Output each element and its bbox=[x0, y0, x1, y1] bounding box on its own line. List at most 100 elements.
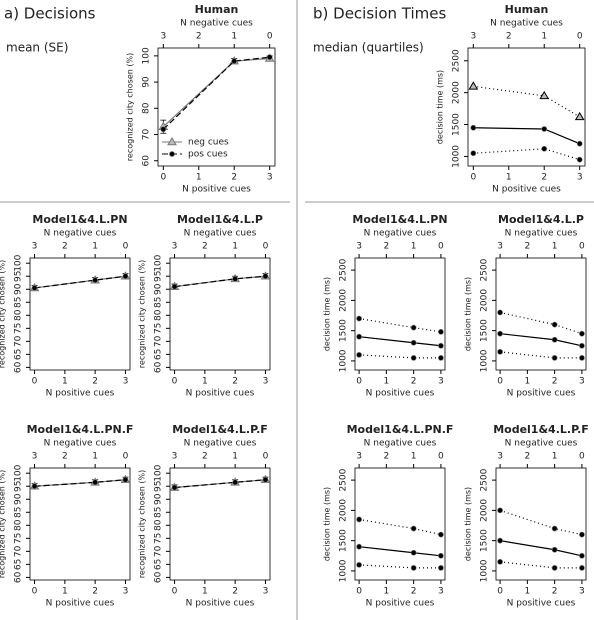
x2-tick-label: 0 bbox=[579, 242, 585, 252]
x2-tick-label: 2 bbox=[202, 452, 208, 462]
x2-tick-label: 0 bbox=[123, 452, 129, 462]
y-tick-label: 85 bbox=[14, 507, 24, 518]
chart-title: Human bbox=[195, 3, 239, 16]
series-line bbox=[359, 336, 441, 347]
y-tick-label: 70 bbox=[142, 129, 152, 141]
marker bbox=[232, 275, 239, 282]
x-tick-label: 2 bbox=[231, 173, 237, 183]
marker bbox=[468, 81, 479, 90]
marker bbox=[438, 354, 444, 361]
series-line bbox=[499, 540, 583, 557]
x-axis-label: N positive cues bbox=[492, 185, 561, 195]
x2-tick-label: 0 bbox=[438, 242, 444, 252]
x-axis-label: N positive cues bbox=[507, 599, 576, 609]
y-axis-label: decision time (ms) bbox=[323, 277, 332, 351]
y-axis-label: recognized city chosen (%) bbox=[0, 470, 7, 578]
marker bbox=[262, 273, 269, 280]
x2-tick-label: 3 bbox=[172, 452, 178, 462]
marker bbox=[438, 328, 444, 335]
marker bbox=[579, 354, 585, 361]
plot-frame bbox=[495, 467, 587, 581]
x2-tick-label: 2 bbox=[196, 32, 202, 42]
y-tick-label: 65 bbox=[154, 559, 164, 570]
x2-tick-label: 1 bbox=[541, 32, 547, 42]
marker bbox=[410, 324, 417, 331]
y-tick-label: 95 bbox=[154, 271, 164, 282]
y-tick-label: 2000 bbox=[452, 81, 462, 104]
x-axis-label: N positive cues bbox=[186, 599, 255, 609]
marker bbox=[438, 564, 444, 571]
chart-title: Human bbox=[505, 3, 549, 16]
x2-tick-label: 3 bbox=[160, 32, 166, 42]
series-line bbox=[162, 56, 270, 130]
marker bbox=[497, 348, 503, 355]
x2-axis-label: N negative cues bbox=[490, 19, 563, 29]
series-line bbox=[34, 479, 126, 487]
x2-tick-label: 1 bbox=[231, 32, 237, 42]
x2-tick-label: 3 bbox=[172, 242, 178, 252]
marker bbox=[356, 333, 362, 340]
x-axis-label: N positive cues bbox=[182, 185, 251, 195]
y-tick-label: 1500 bbox=[452, 113, 462, 136]
series-line bbox=[473, 127, 580, 145]
y-tick-label: 100 bbox=[14, 254, 24, 271]
marker bbox=[167, 137, 177, 146]
marker bbox=[551, 336, 558, 343]
x2-axis-label: N negative cues bbox=[505, 439, 578, 449]
y-tick-label: 65 bbox=[154, 349, 164, 360]
y-axis-label: recognized city chosen (%) bbox=[138, 260, 147, 368]
marker bbox=[579, 564, 585, 571]
x2-tick-label: 2 bbox=[62, 242, 68, 252]
series-line bbox=[162, 57, 270, 128]
marker bbox=[551, 321, 558, 328]
panel-label: a) Decisions bbox=[4, 5, 96, 23]
marker bbox=[579, 342, 585, 349]
x-axis-label: N positive cues bbox=[366, 389, 435, 399]
x2-tick-label: 3 bbox=[356, 452, 362, 462]
marker bbox=[171, 484, 178, 491]
y-tick-label: 65 bbox=[14, 349, 24, 360]
x2-axis-label: N negative cues bbox=[180, 19, 253, 29]
series-line bbox=[359, 354, 441, 359]
y-tick-label: 70 bbox=[14, 545, 24, 557]
plot-frame bbox=[29, 467, 131, 581]
x-tick-label: 3 bbox=[577, 173, 583, 183]
y-tick-label: 75 bbox=[14, 323, 24, 334]
y-tick-label: 1500 bbox=[480, 319, 490, 342]
marker bbox=[356, 543, 362, 550]
x-tick-label: 3 bbox=[438, 587, 444, 597]
y-tick-label: 70 bbox=[154, 545, 164, 557]
x-tick-label: 3 bbox=[267, 173, 273, 183]
chart-title: Model1&4.L.PN.F bbox=[27, 423, 134, 436]
y-tick-label: 1000 bbox=[339, 559, 349, 582]
marker bbox=[171, 283, 178, 290]
series-line bbox=[473, 85, 580, 118]
y-tick-label: 70 bbox=[14, 335, 24, 347]
y-tick-label: 1000 bbox=[339, 349, 349, 372]
marker bbox=[497, 309, 503, 316]
x2-tick-label: 3 bbox=[497, 242, 503, 252]
y-tick-label: 1000 bbox=[480, 349, 490, 372]
y-tick-label: 60 bbox=[14, 361, 24, 373]
y-tick-label: 2000 bbox=[339, 289, 349, 312]
plot-frame bbox=[495, 257, 587, 371]
x2-tick-label: 3 bbox=[32, 242, 38, 252]
marker bbox=[356, 516, 362, 523]
marker bbox=[122, 273, 129, 280]
x-tick-label: 0 bbox=[497, 587, 503, 597]
x-tick-label: 1 bbox=[524, 587, 530, 597]
marker bbox=[438, 552, 444, 559]
x2-tick-label: 3 bbox=[497, 452, 503, 462]
y-tick-label: 70 bbox=[154, 335, 164, 347]
x2-tick-label: 3 bbox=[356, 242, 362, 252]
x-tick-label: 2 bbox=[232, 377, 238, 387]
y-tick-label: 85 bbox=[154, 297, 164, 308]
marker bbox=[497, 507, 503, 514]
y-tick-label: 100 bbox=[14, 464, 24, 481]
x2-tick-label: 2 bbox=[383, 452, 389, 462]
y-axis-label: decision time (ms) bbox=[464, 277, 473, 351]
plot-frame bbox=[29, 257, 131, 371]
y-tick-label: 2500 bbox=[339, 258, 349, 281]
x-tick-label: 0 bbox=[172, 587, 178, 597]
